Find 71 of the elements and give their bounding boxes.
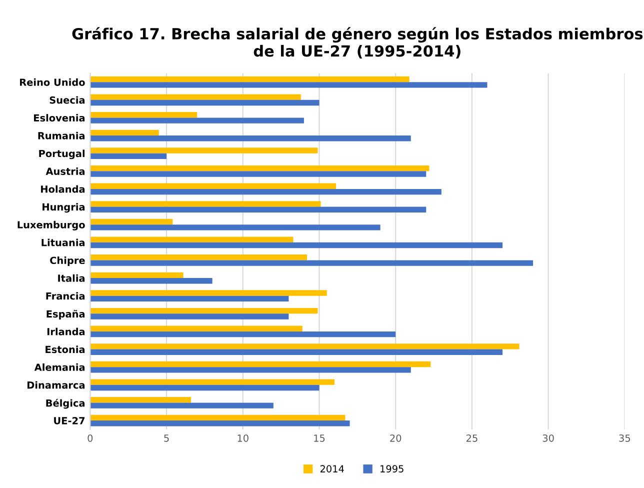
x-tick-label: 0 [88, 434, 93, 442]
bar [90, 361, 431, 368]
legend-label: 1995 [380, 465, 404, 472]
bar [90, 148, 318, 154]
bar [90, 100, 320, 106]
bar [90, 308, 318, 314]
y-tick-label: Chipre [50, 256, 85, 266]
bar [90, 183, 336, 189]
bar [90, 314, 289, 320]
x-tick-label: 30 [542, 434, 554, 442]
bar [90, 206, 426, 212]
x-tick-label: 20 [390, 434, 402, 442]
y-tick-label: Portugal [39, 150, 84, 160]
y-tick-label: Francia [46, 292, 85, 300]
bar [90, 420, 350, 426]
bar [90, 402, 274, 408]
bar [90, 278, 212, 284]
bar [90, 272, 184, 278]
y-tick-label: Eslovenia [34, 114, 85, 122]
bar [90, 379, 335, 385]
bar [90, 94, 301, 100]
bar [90, 254, 308, 260]
chart-title: Gráfico 17. Brecha salarial de género según los Estados miembros de la UE-27 (1995-2014) [72, 27, 643, 59]
y-tick-label: Austria [46, 167, 85, 175]
x-tick-label: 5 [164, 434, 169, 442]
bar [90, 112, 198, 118]
y-tick-label: Irlanda [47, 328, 85, 336]
bar [90, 414, 346, 421]
x-tick-label: 15 [314, 434, 325, 442]
y-tick-label: Hungria [42, 203, 85, 213]
x-tick-label: 35 [619, 434, 630, 442]
bar [90, 344, 520, 350]
y-tick-label: Dinamarca [27, 381, 85, 389]
y-tick-label: UE-27 [54, 417, 85, 424]
bar [90, 218, 173, 225]
bar [90, 224, 380, 230]
bar [90, 165, 430, 172]
bar [90, 201, 321, 207]
y-tick-label: Rumania [38, 132, 85, 140]
x-tick-label: 25 [466, 434, 478, 442]
bar [90, 188, 442, 195]
y-tick-label: Alemania [34, 363, 85, 371]
bar [90, 171, 426, 177]
bar [90, 153, 167, 160]
y-tick-label: Suecia [50, 96, 85, 104]
bar [90, 242, 503, 248]
legend-label: 2014 [320, 465, 344, 472]
y-tick-label: Holanda [41, 185, 85, 193]
y-tick-label: Lituania [42, 238, 85, 246]
y-tick-label: Luxemburgo [18, 220, 85, 230]
y-tick-label: Bélgica [46, 398, 85, 409]
bar [90, 349, 503, 355]
x-tick-label: 10 [238, 434, 248, 442]
bar [90, 367, 411, 373]
y-tick-label: Estonia [46, 346, 85, 354]
bar [90, 236, 294, 242]
y-tick-label: España [46, 310, 85, 320]
y-tick-label: Reino Unido [20, 78, 85, 86]
bar [90, 397, 191, 403]
bar [90, 326, 302, 332]
bar [90, 130, 159, 136]
bar [90, 290, 327, 296]
bar [90, 260, 534, 266]
bar [90, 136, 411, 142]
bar [90, 331, 396, 338]
y-tick-label: Italia [58, 274, 85, 282]
bar [90, 384, 320, 391]
bar [90, 82, 488, 88]
bar [90, 76, 410, 82]
bar [90, 118, 304, 124]
bar [90, 296, 289, 302]
